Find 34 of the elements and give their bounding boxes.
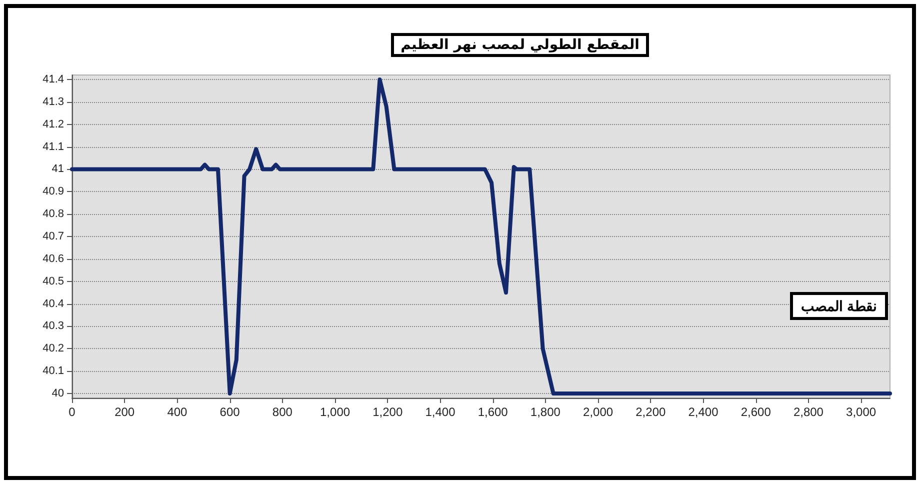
x-tick-label: 2,800 (793, 405, 824, 419)
y-tick-label: 40.6 (42, 252, 64, 265)
y-tick-label: 40.3 (42, 320, 64, 332)
y-tick-label: 41 (52, 163, 64, 176)
y-tick-label: 40.5 (42, 275, 64, 288)
y-tick-label: 40.4 (42, 298, 64, 310)
x-tick-label: 1,400 (425, 405, 456, 419)
x-tick-label: 800 (272, 405, 293, 419)
y-tick-label: 41.3 (42, 96, 64, 108)
annotation: نقطة المصب (790, 292, 888, 320)
x-tick-label: 600 (220, 405, 240, 419)
x-tick-label: 1,800 (530, 405, 561, 419)
x-tick-label: 3,000 (846, 405, 876, 419)
x-tick-label: 1,200 (372, 405, 403, 419)
x-tick-label: 200 (114, 405, 135, 419)
chart-title: المقطع الطولي لمصب نهر العظيم (400, 37, 640, 53)
y-tick-label: 40.8 (42, 208, 64, 220)
x-tick-label: 2,000 (583, 405, 614, 419)
x-tick-label: 1,000 (320, 405, 350, 419)
x-tick-label: 0 (68, 405, 76, 419)
y-tick-label: 41.2 (42, 118, 64, 130)
x-tick-label: 2,400 (688, 405, 719, 419)
x-tick-label: 1,600 (478, 405, 508, 419)
y-tick-label: 41.1 (42, 140, 64, 153)
x-tick-label: 2,600 (740, 405, 772, 419)
y-tick-label: 40.1 (42, 365, 64, 378)
x-tick-label: 400 (167, 405, 188, 419)
y-tick-label: 41.4 (42, 73, 64, 86)
y-tick-label: 40.2 (42, 342, 64, 355)
y-tick-label: 40.9 (42, 186, 64, 198)
x-tick-label: 2,200 (636, 405, 666, 419)
y-tick-label: 40.7 (42, 230, 64, 242)
line-series (70, 77, 892, 396)
y-tick-label: 40 (52, 388, 64, 400)
